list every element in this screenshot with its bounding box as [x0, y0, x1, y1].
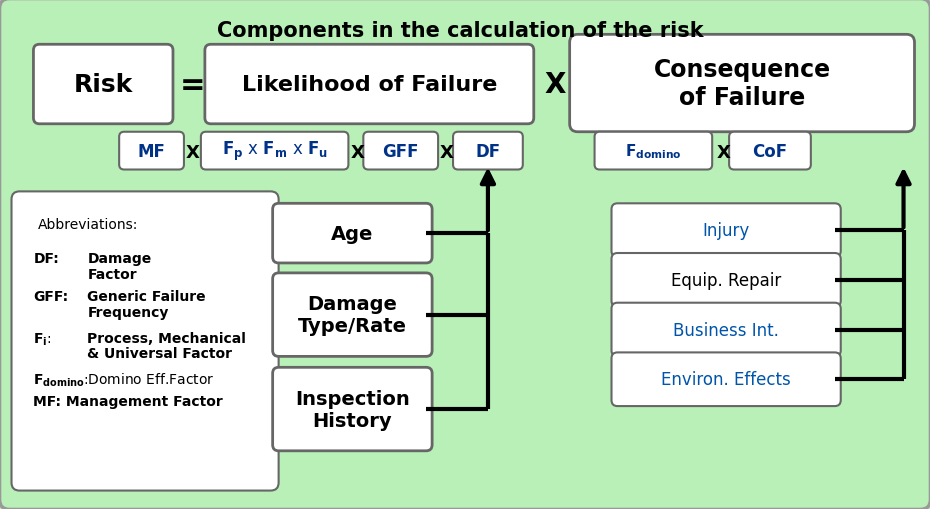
Text: Factor: Factor	[87, 267, 137, 281]
Text: Frequency: Frequency	[87, 305, 168, 319]
Text: & Universal Factor: & Universal Factor	[87, 347, 232, 361]
FancyBboxPatch shape	[119, 132, 184, 170]
Text: DF:: DF:	[33, 251, 60, 266]
Text: Abbreviations:: Abbreviations:	[37, 218, 138, 232]
Text: Likelihood of Failure: Likelihood of Failure	[242, 75, 497, 95]
FancyBboxPatch shape	[729, 132, 811, 170]
Text: GFF:: GFF:	[33, 289, 69, 303]
Text: Risk: Risk	[73, 73, 133, 97]
FancyBboxPatch shape	[612, 303, 841, 357]
FancyBboxPatch shape	[201, 132, 349, 170]
Text: $\mathbf{F_{domino}}$:Domino Eff.Factor: $\mathbf{F_{domino}}$:Domino Eff.Factor	[33, 371, 215, 388]
Text: Inspection
History: Inspection History	[295, 389, 410, 430]
Text: =: =	[180, 70, 206, 99]
Text: Process, Mechanical: Process, Mechanical	[87, 331, 246, 345]
FancyBboxPatch shape	[272, 273, 432, 357]
Text: X: X	[186, 144, 200, 161]
FancyBboxPatch shape	[33, 45, 173, 125]
Text: Generic Failure: Generic Failure	[87, 289, 206, 303]
FancyBboxPatch shape	[570, 35, 914, 132]
Text: $\mathbf{F_p}$ x $\mathbf{F_m}$ x $\mathbf{F_u}$: $\mathbf{F_p}$ x $\mathbf{F_m}$ x $\math…	[221, 140, 327, 163]
Text: $\mathbf{F_i}$:: $\mathbf{F_i}$:	[33, 331, 52, 347]
FancyBboxPatch shape	[364, 132, 438, 170]
Text: Equip. Repair: Equip. Repair	[671, 271, 781, 289]
FancyBboxPatch shape	[11, 192, 279, 491]
Text: GFF: GFF	[382, 143, 419, 160]
Text: Consequence
of Failure: Consequence of Failure	[654, 58, 830, 110]
FancyBboxPatch shape	[594, 132, 712, 170]
FancyBboxPatch shape	[272, 367, 432, 451]
Text: Damage
Type/Rate: Damage Type/Rate	[298, 295, 407, 335]
Text: X: X	[716, 144, 730, 161]
Text: $\mathbf{F_{domino}}$: $\mathbf{F_{domino}}$	[625, 142, 682, 161]
Text: Environ. Effects: Environ. Effects	[661, 371, 791, 388]
Text: CoF: CoF	[752, 143, 788, 160]
Text: Components in the calculation of the risk: Components in the calculation of the ris…	[217, 21, 703, 41]
Text: X: X	[351, 144, 365, 161]
Text: Age: Age	[331, 224, 374, 243]
FancyBboxPatch shape	[612, 253, 841, 307]
Text: X: X	[440, 144, 454, 161]
FancyBboxPatch shape	[453, 132, 523, 170]
Text: Injury: Injury	[702, 222, 750, 240]
FancyBboxPatch shape	[612, 204, 841, 258]
Text: MF: MF	[138, 143, 166, 160]
Text: Damage: Damage	[87, 251, 152, 266]
Text: MF: Management Factor: MF: Management Factor	[33, 394, 223, 408]
FancyBboxPatch shape	[272, 204, 432, 264]
FancyBboxPatch shape	[205, 45, 534, 125]
Text: X: X	[544, 71, 565, 99]
Text: DF: DF	[475, 143, 500, 160]
Text: Business Int.: Business Int.	[673, 321, 779, 339]
FancyBboxPatch shape	[612, 353, 841, 406]
